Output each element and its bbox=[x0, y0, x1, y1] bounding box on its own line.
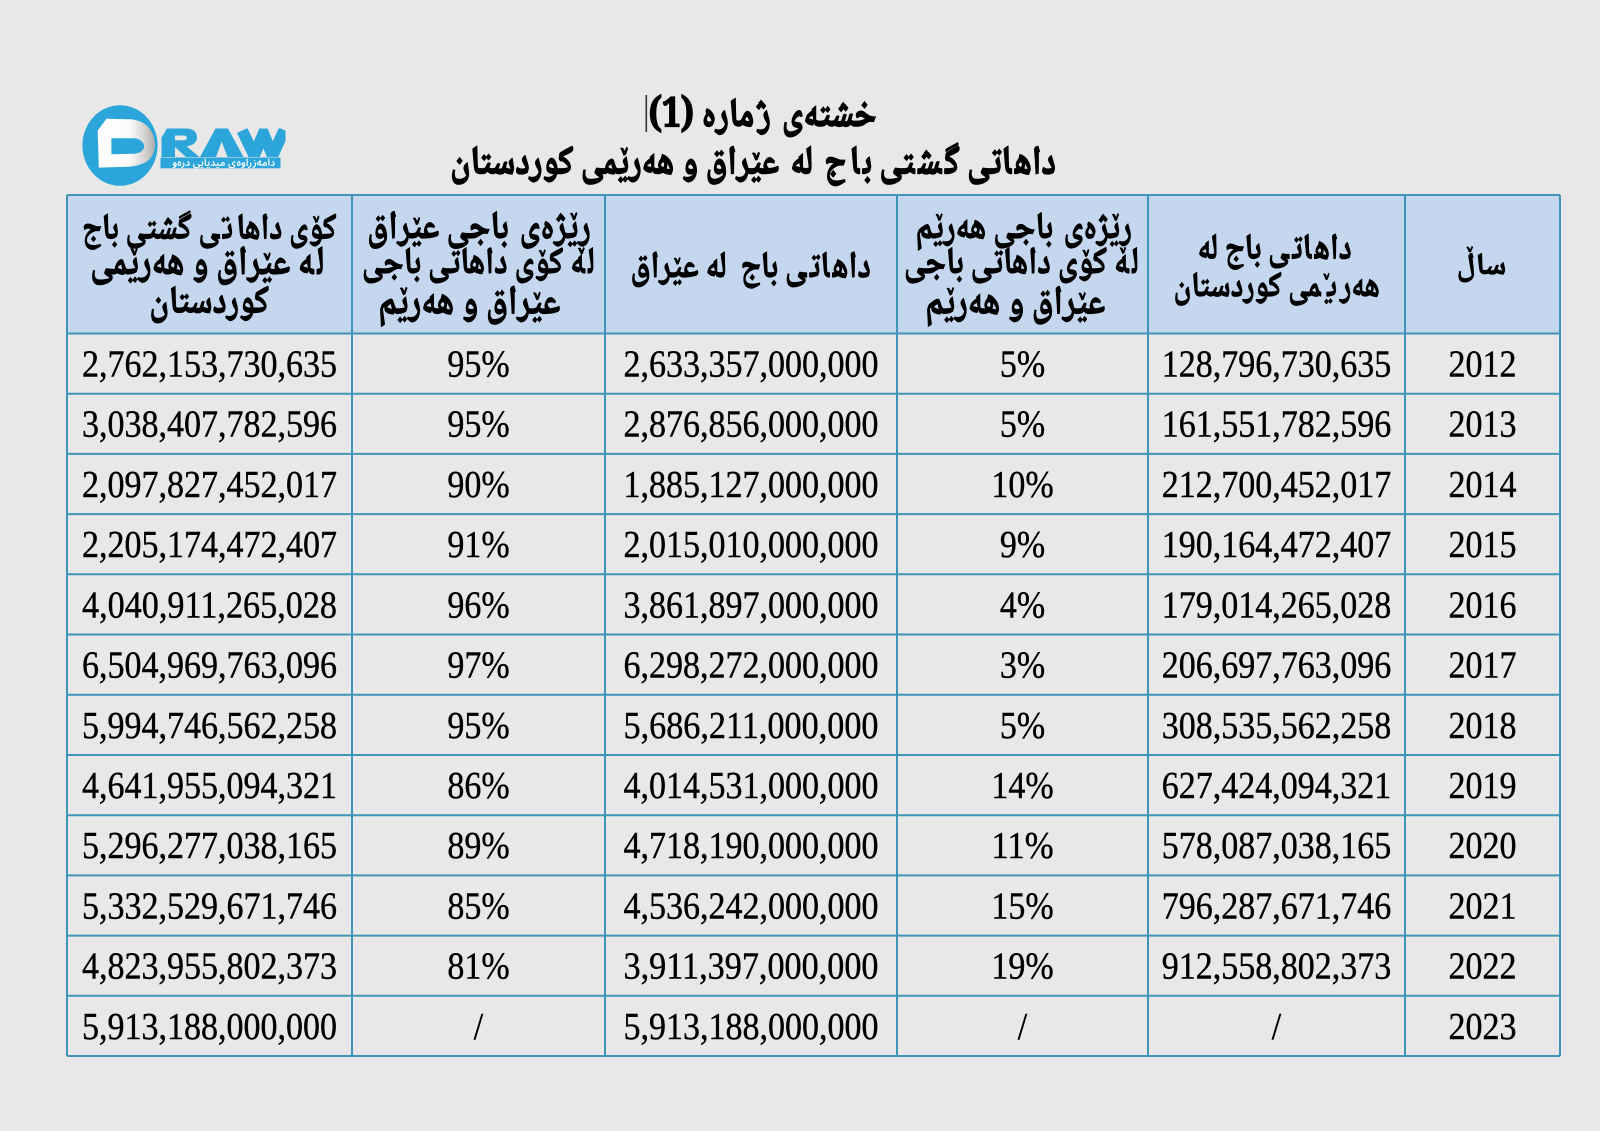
svg-text:5,332,529,671,746: 5,332,529,671,746 bbox=[82, 885, 337, 927]
svg-text:6,298,272,000,000: 6,298,272,000,000 bbox=[624, 645, 879, 687]
svg-text:128,796,730,635: 128,796,730,635 bbox=[1162, 344, 1392, 386]
svg-text:86%: 86% bbox=[447, 765, 509, 807]
svg-text:4,040,911,265,028: 4,040,911,265,028 bbox=[82, 584, 337, 626]
svg-text:/: / bbox=[1272, 1006, 1282, 1048]
svg-text:90%: 90% bbox=[447, 464, 509, 506]
svg-text:4,014,531,000,000: 4,014,531,000,000 bbox=[624, 765, 879, 807]
svg-text:4,536,242,000,000: 4,536,242,000,000 bbox=[624, 885, 879, 927]
svg-text:578,087,038,165: 578,087,038,165 bbox=[1162, 825, 1392, 867]
svg-text:5,296,277,038,165: 5,296,277,038,165 bbox=[82, 825, 337, 867]
svg-text:5%: 5% bbox=[1000, 344, 1045, 386]
svg-text:2018: 2018 bbox=[1449, 705, 1517, 747]
svg-text:2,876,856,000,000: 2,876,856,000,000 bbox=[624, 404, 879, 446]
svg-text:206,697,763,096: 206,697,763,096 bbox=[1162, 645, 1392, 687]
svg-text:5,913,188,000,000: 5,913,188,000,000 bbox=[624, 1006, 879, 1048]
svg-text:627,424,094,321: 627,424,094,321 bbox=[1162, 765, 1392, 807]
svg-text:89%: 89% bbox=[447, 825, 509, 867]
svg-text:2023: 2023 bbox=[1449, 1006, 1517, 1048]
svg-text:2015: 2015 bbox=[1449, 524, 1517, 566]
svg-text:1,885,127,000,000: 1,885,127,000,000 bbox=[624, 464, 879, 506]
svg-text:95%: 95% bbox=[447, 344, 509, 386]
svg-text:/: / bbox=[1018, 1006, 1028, 1048]
svg-text:96%: 96% bbox=[447, 584, 509, 626]
svg-text:81%: 81% bbox=[447, 946, 509, 988]
svg-text:5,994,746,562,258: 5,994,746,562,258 bbox=[82, 705, 337, 747]
svg-text:2012: 2012 bbox=[1449, 344, 1517, 386]
svg-text:2,633,357,000,000: 2,633,357,000,000 bbox=[624, 344, 879, 386]
svg-text:14%: 14% bbox=[991, 765, 1053, 807]
svg-text:4,718,190,000,000: 4,718,190,000,000 bbox=[624, 825, 879, 867]
svg-text:308,535,562,258: 308,535,562,258 bbox=[1162, 705, 1392, 747]
svg-text:2,097,827,452,017: 2,097,827,452,017 bbox=[82, 464, 337, 506]
svg-text:97%: 97% bbox=[447, 645, 509, 687]
svg-text:2014: 2014 bbox=[1449, 464, 1517, 506]
svg-text:85%: 85% bbox=[447, 885, 509, 927]
svg-text:10%: 10% bbox=[991, 464, 1053, 506]
svg-text:2016: 2016 bbox=[1449, 584, 1517, 626]
svg-text:179,014,265,028: 179,014,265,028 bbox=[1162, 584, 1392, 626]
svg-text:2013: 2013 bbox=[1449, 404, 1517, 446]
svg-text:5%: 5% bbox=[1000, 404, 1045, 446]
svg-text:3%: 3% bbox=[1000, 645, 1045, 687]
svg-text:212,700,452,017: 212,700,452,017 bbox=[1162, 464, 1392, 506]
svg-text:6,504,969,763,096: 6,504,969,763,096 bbox=[82, 645, 337, 687]
svg-text:4%: 4% bbox=[1000, 584, 1045, 626]
svg-text:9%: 9% bbox=[1000, 524, 1045, 566]
svg-text:15%: 15% bbox=[991, 885, 1053, 927]
svg-text:3,861,897,000,000: 3,861,897,000,000 bbox=[624, 584, 879, 626]
svg-text:2020: 2020 bbox=[1449, 825, 1517, 867]
svg-text:796,287,671,746: 796,287,671,746 bbox=[1162, 885, 1392, 927]
svg-text:95%: 95% bbox=[447, 705, 509, 747]
svg-text:190,164,472,407: 190,164,472,407 bbox=[1162, 524, 1392, 566]
svg-text:2,762,153,730,635: 2,762,153,730,635 bbox=[82, 344, 337, 386]
svg-text:2019: 2019 bbox=[1449, 765, 1517, 807]
svg-text:2021: 2021 bbox=[1449, 885, 1517, 927]
svg-text:3,911,397,000,000: 3,911,397,000,000 bbox=[624, 946, 879, 988]
svg-text:/: / bbox=[474, 1006, 484, 1048]
svg-text:2017: 2017 bbox=[1449, 645, 1517, 687]
svg-text:5%: 5% bbox=[1000, 705, 1045, 747]
svg-text:4,823,955,802,373: 4,823,955,802,373 bbox=[82, 946, 337, 988]
svg-text:95%: 95% bbox=[447, 404, 509, 446]
svg-text:19%: 19% bbox=[991, 946, 1053, 988]
svg-text:4,641,955,094,321: 4,641,955,094,321 bbox=[82, 765, 337, 807]
svg-text:3,038,407,782,596: 3,038,407,782,596 bbox=[82, 404, 337, 446]
svg-text:2,015,010,000,000: 2,015,010,000,000 bbox=[624, 524, 879, 566]
svg-text:161,551,782,596: 161,551,782,596 bbox=[1162, 404, 1392, 446]
svg-text:912,558,802,373: 912,558,802,373 bbox=[1162, 946, 1392, 988]
svg-text:11%: 11% bbox=[991, 825, 1053, 867]
svg-text:2022: 2022 bbox=[1449, 946, 1517, 988]
svg-text:2,205,174,472,407: 2,205,174,472,407 bbox=[82, 524, 337, 566]
svg-text:5,686,211,000,000: 5,686,211,000,000 bbox=[624, 705, 879, 747]
svg-text:5,913,188,000,000: 5,913,188,000,000 bbox=[82, 1006, 337, 1048]
svg-text:91%: 91% bbox=[447, 524, 509, 566]
